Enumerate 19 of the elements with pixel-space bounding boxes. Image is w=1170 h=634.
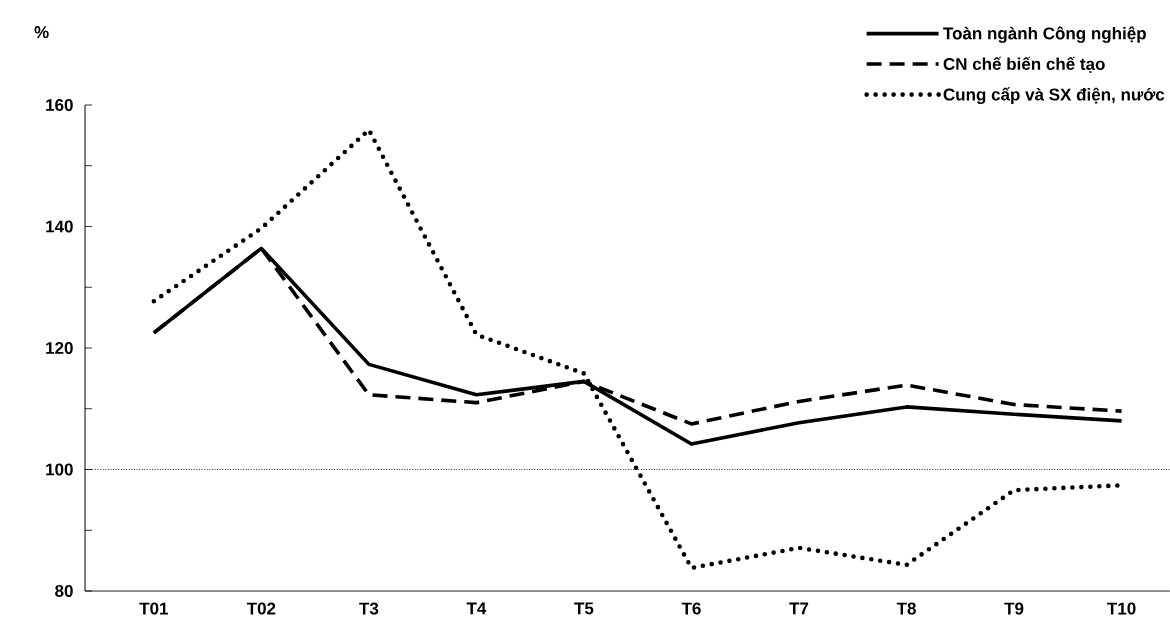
x-tick-label: T7 [789,602,809,615]
x-tick-label: T10 [1107,602,1136,615]
x-tick-label: T4 [466,602,487,615]
y-tick-label: 100 [46,463,73,476]
y-tick-label: 140 [46,220,73,233]
legend-label: Cung cấp và SX điện, nước [943,87,1165,104]
x-tick-label: T02 [246,602,276,615]
x-tick-label: T3 [359,602,379,615]
y-tick-label: 80 [55,584,73,598]
x-tick-label: T9 [1004,602,1024,615]
x-tick-label: T8 [896,602,916,615]
y-tick-label: 120 [46,341,73,355]
x-tick-label: T6 [681,602,701,615]
legend-label: Toàn ngành Công nghiệp [943,26,1146,43]
y-axis-title: % [34,26,49,39]
x-tick-label: T01 [139,602,169,615]
legend-label: CN chế biến chế tạo [943,56,1105,73]
x-tick-label: T5 [574,602,594,615]
y-tick-label: 160 [46,98,73,112]
